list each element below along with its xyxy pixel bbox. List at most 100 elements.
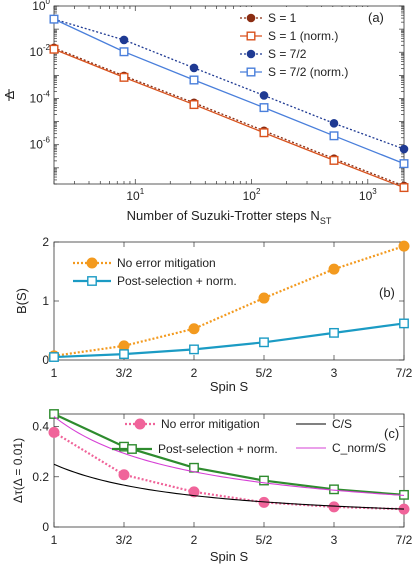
data-point <box>119 47 129 57</box>
data-point <box>246 31 256 41</box>
panel-label: (c) <box>384 426 399 441</box>
data-point <box>329 155 339 165</box>
series-line <box>53 413 405 496</box>
data-point <box>329 327 339 338</box>
data-point <box>119 72 129 82</box>
data-point <box>259 103 269 113</box>
data-point <box>246 49 256 59</box>
tick-label: 102 <box>243 187 261 203</box>
x-tick-label: 5/2 <box>256 533 273 547</box>
plot-frame <box>53 241 405 361</box>
data-point <box>259 91 269 100</box>
data-point <box>118 469 130 481</box>
data-point <box>329 119 339 128</box>
data-point <box>399 144 409 154</box>
data-point <box>246 13 256 23</box>
series-line <box>53 18 405 165</box>
legend-label: No error mitigation <box>117 256 216 270</box>
series-line <box>53 47 405 187</box>
panel-label: (a) <box>368 10 384 25</box>
data-point <box>189 344 199 355</box>
series-line <box>53 18 405 150</box>
x-tick-label: 5/2 <box>256 366 273 380</box>
legend-label: S = 7/2 (norm.) <box>268 65 348 79</box>
legend-label: S = 7/2 <box>268 47 307 61</box>
tick-label: 10-2 <box>30 43 51 59</box>
tick-label: 101 <box>126 187 144 203</box>
legend-label: S = 1 <box>268 11 297 25</box>
legend: No error mitigation Post-selection + norm… <box>112 417 386 456</box>
x-axis-label: Spin S <box>210 549 249 564</box>
y-tick-label: 1 <box>42 294 49 308</box>
x-tick-label: 3/2 <box>116 366 133 380</box>
legend-box <box>236 7 386 82</box>
legend-label: Post-selection + norm. <box>158 442 278 456</box>
data-point <box>189 75 199 85</box>
data-point <box>399 183 409 193</box>
data-point <box>258 292 270 304</box>
data-point <box>328 263 340 275</box>
x-tick-label: 1 <box>51 533 58 547</box>
panel-c: 1 3/2 2 5/2 3 7/2 0 0.2 0.4 No error mitigation Po… <box>11 409 413 564</box>
x-tick-label: 3 <box>331 533 338 547</box>
y-tick-label: 0 <box>42 520 49 534</box>
data-point <box>189 63 199 73</box>
data-point <box>398 240 410 252</box>
data-point <box>399 318 409 329</box>
series-line <box>53 322 405 359</box>
data-point <box>49 352 59 362</box>
data-point <box>127 444 137 454</box>
data-point <box>189 100 199 110</box>
data-point <box>188 486 200 498</box>
data-point <box>87 276 97 286</box>
data-point <box>134 418 146 430</box>
legend-label: S = 1 (norm.) <box>268 29 338 43</box>
x-tick-label: 7/2 <box>396 533 413 547</box>
x-tick-label: 3/2 <box>116 533 133 547</box>
x-axis-label: Spin S <box>210 379 249 394</box>
y-tick-label: 0.2 <box>32 470 49 484</box>
data-point <box>329 131 339 141</box>
y-axis-label: B(S) <box>14 288 29 314</box>
data-point <box>259 337 269 348</box>
legend: No error mitigation Post-selection + norm… <box>73 256 237 288</box>
legend: S = 1 S = 1 (norm.) S = 7/2 S = 7/2 (norm.) <box>236 7 386 82</box>
data-point <box>119 349 129 359</box>
plot-frame <box>53 413 405 528</box>
tick-label: 103 <box>359 187 377 203</box>
x-tick-label: 2 <box>191 533 198 547</box>
tick-label: 100 <box>32 0 50 13</box>
data-point <box>49 14 59 24</box>
data-point <box>86 257 98 269</box>
legend-label: C_norm/S <box>332 441 386 455</box>
x-tick-label: 2 <box>191 366 198 380</box>
x-tick-label: 3 <box>331 366 338 380</box>
series-line <box>53 431 405 511</box>
data-point <box>119 35 129 45</box>
panel-a: 101 102 103 100 10-2 10-4 10-6 S = 1 S = 1 (norm… <box>2 0 409 226</box>
data-point <box>49 409 59 419</box>
data-point <box>49 44 59 54</box>
series-line <box>53 245 405 357</box>
plot-frame <box>53 5 405 185</box>
data-point <box>259 475 269 486</box>
legend-label: Post-selection + norm. <box>117 274 237 288</box>
y-tick-label: 0 <box>42 353 49 367</box>
x-tick-label: 1 <box>51 366 58 380</box>
data-point <box>329 484 339 495</box>
y-tick-label: 2 <box>42 235 49 249</box>
panel-label: (b) <box>379 285 395 300</box>
x-tick-label: 7/2 <box>396 366 413 380</box>
legend-label: No error mitigation <box>161 417 260 431</box>
series-line <box>53 48 405 189</box>
data-point <box>399 159 409 169</box>
data-point <box>48 426 60 438</box>
tick-label: 10-4 <box>30 89 51 105</box>
x-axis-label: Number of Suzuki-Trotter steps NST <box>127 208 332 226</box>
data-point <box>259 128 269 138</box>
y-tick-label: 0.4 <box>32 420 49 434</box>
data-point <box>328 501 340 513</box>
tick-label: 10-6 <box>30 136 51 152</box>
